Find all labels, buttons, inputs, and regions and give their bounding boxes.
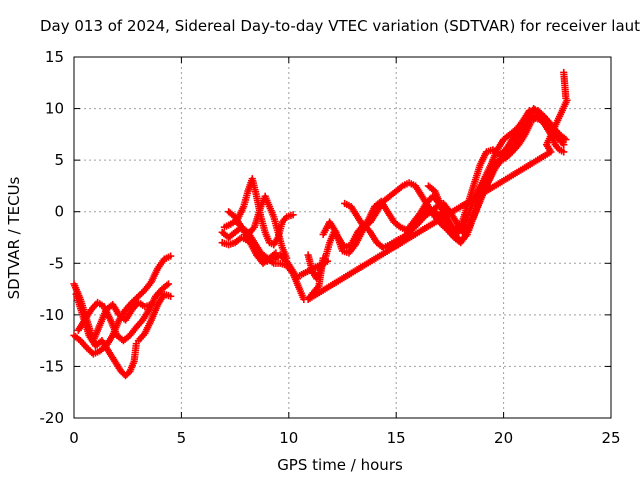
data-point bbox=[289, 211, 297, 219]
y-tick-label: -20 bbox=[40, 409, 65, 427]
data-point bbox=[167, 292, 175, 300]
y-tick-label: -5 bbox=[49, 254, 64, 272]
data-point bbox=[560, 141, 568, 149]
series-track-3 bbox=[70, 252, 175, 358]
x-tick-label: 10 bbox=[279, 429, 298, 447]
y-tick-label: -15 bbox=[40, 357, 65, 375]
chart-title: Day 013 of 2024, Sidereal Day-to-day VTE… bbox=[40, 17, 640, 35]
y-tick-label: 10 bbox=[45, 100, 64, 118]
data-point bbox=[545, 120, 553, 128]
x-tick-labels: 0 5 10 15 20 25 bbox=[69, 429, 620, 447]
series-isolated bbox=[295, 68, 571, 303]
y-tick-label: -10 bbox=[40, 306, 65, 324]
series-track-4 bbox=[74, 280, 173, 345]
data-point bbox=[283, 254, 291, 262]
data-point bbox=[272, 249, 280, 257]
data-point bbox=[167, 252, 175, 260]
y-tick-labels: 15 10 5 0 -5 -10 -15 -20 bbox=[40, 48, 65, 427]
y-tick-label: 15 bbox=[45, 48, 64, 66]
data-point bbox=[560, 148, 568, 156]
x-tick-label: 20 bbox=[494, 429, 513, 447]
x-axis-label: GPS time / hours bbox=[277, 456, 403, 474]
y-axis-label: SDTVAR / TECUs bbox=[5, 176, 23, 299]
series-track-15 bbox=[424, 113, 553, 234]
x-tick-label: 5 bbox=[177, 429, 187, 447]
data-marks bbox=[70, 68, 571, 380]
x-tick-label: 15 bbox=[387, 429, 406, 447]
plot-frame bbox=[73, 56, 612, 419]
y-tick-label: 0 bbox=[54, 203, 64, 221]
series-track-10 bbox=[233, 218, 280, 267]
axis-ticks bbox=[73, 56, 612, 419]
data-point bbox=[164, 280, 173, 288]
data-point bbox=[295, 272, 304, 280]
data-point bbox=[562, 135, 570, 144]
x-tick-label: 25 bbox=[601, 429, 620, 447]
x-tick-label: 0 bbox=[69, 429, 79, 447]
y-tick-label: 5 bbox=[54, 151, 64, 169]
series-track-5 bbox=[134, 290, 175, 345]
